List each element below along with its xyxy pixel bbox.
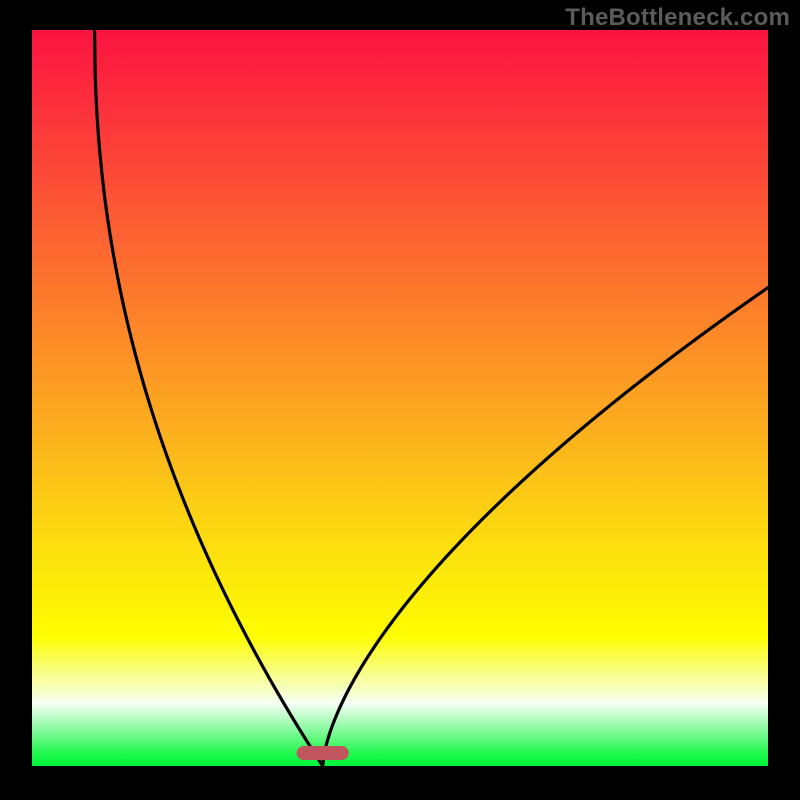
watermark-text: TheBottleneck.com [565,4,790,32]
plot-background [32,30,768,766]
chart-stage: TheBottleneck.com [0,0,800,800]
gradient-chart [0,0,800,800]
minimum-marker [297,746,349,760]
